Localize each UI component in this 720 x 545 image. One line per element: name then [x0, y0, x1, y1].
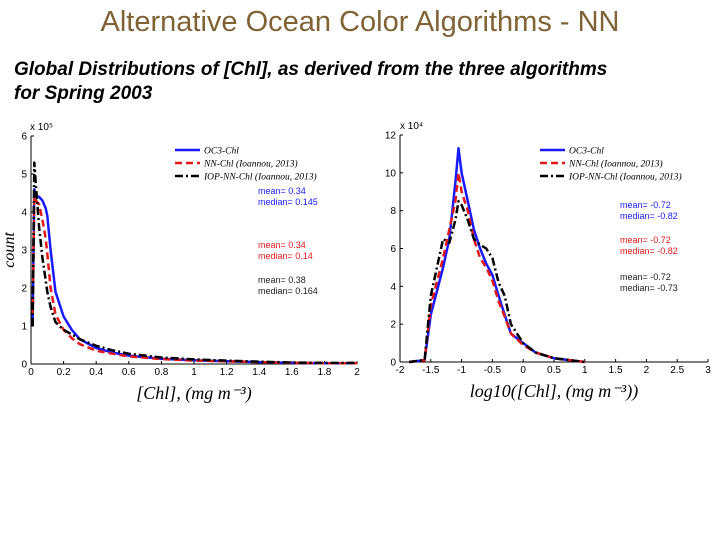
series-line-2 [409, 171, 585, 364]
y-axis-label: count [1, 232, 18, 268]
stat-mean: mean= -0.72 [620, 200, 671, 210]
x-tick-label: 0.2 [57, 367, 71, 378]
stat-median: median= 0.164 [258, 286, 318, 296]
y-tick-label: 3 [21, 246, 27, 257]
y-tick-label: 4 [390, 282, 396, 293]
y-tick-label: 0 [21, 360, 27, 371]
stat-mean: mean= 0.34 [258, 186, 306, 196]
legend-label: IOP-NN-Chl (Ioannou, 2013) [568, 172, 682, 183]
x-tick-label: 0.4 [89, 367, 103, 378]
legend-label: OC3-Chl [569, 147, 604, 157]
stat-median: median= -0.73 [620, 283, 678, 293]
y-tick-label: 2 [390, 320, 396, 331]
x-tick-label: 1 [191, 367, 197, 378]
legend-label: NN-Chl (Ioannou, 2013) [203, 159, 298, 170]
y-tick-label: 6 [390, 244, 396, 255]
series-line-3 [31, 161, 357, 365]
x-tick-label: 0 [28, 367, 34, 378]
y-tick-label: 1 [21, 322, 27, 333]
x-tick-label: 1.6 [285, 367, 299, 378]
stat-median: median= -0.82 [620, 211, 678, 221]
y-multiplier: x 10⁵ [30, 122, 53, 133]
x-tick-label: 0.8 [154, 367, 168, 378]
x-tick-label: 2.5 [670, 365, 684, 376]
stat-median: median= -0.82 [620, 246, 678, 256]
series-line-1 [409, 146, 585, 364]
stat-median: median= 0.14 [258, 251, 313, 261]
stat-mean: mean= 0.38 [258, 275, 306, 285]
x-tick-label: -1.5 [422, 365, 440, 376]
x-tick-label: 0 [520, 365, 526, 376]
y-tick-label: 6 [21, 132, 27, 143]
y-multiplier: x 10⁴ [400, 121, 423, 132]
x-tick-label: 1.5 [609, 365, 623, 376]
x-tick-label: 0.5 [547, 365, 561, 376]
y-tick-label: 4 [21, 208, 27, 219]
stat-mean: mean= -0.72 [620, 235, 671, 245]
x-tick-label: -0.5 [484, 365, 502, 376]
slide-title: Alternative Ocean Color Algorithms - NN [100, 6, 620, 38]
x-tick-label: 2 [644, 365, 650, 376]
y-tick-label: 8 [390, 206, 396, 217]
y-tick-label: 2 [21, 284, 27, 295]
x-tick-label: 1.4 [252, 367, 266, 378]
series-line-2 [31, 195, 357, 365]
x-tick-label: 1.2 [220, 367, 234, 378]
stat-mean: mean= -0.72 [620, 272, 671, 282]
x-tick-label: 0.6 [122, 367, 136, 378]
y-tick-label: 12 [385, 131, 397, 142]
x-tick-label: 2 [354, 367, 360, 378]
x-axis-label: [Chl], (mg m⁻³) [136, 383, 251, 404]
stat-median: median= 0.145 [258, 197, 318, 207]
y-tick-label: 5 [21, 170, 27, 181]
x-tick-label: 3 [705, 365, 711, 376]
slide-subtitle: Global Distributions of [Chl], as derive… [14, 59, 608, 104]
x-tick-label: 1 [582, 365, 588, 376]
stat-mean: mean= 0.34 [258, 240, 306, 250]
legend-label: NN-Chl (Ioannou, 2013) [568, 159, 663, 170]
x-tick-label: -2 [396, 365, 405, 376]
series-line-3 [409, 199, 585, 364]
x-tick-label: -1 [457, 365, 466, 376]
y-tick-label: 0 [390, 358, 396, 369]
legend-label: OC3-Chl [204, 147, 239, 157]
y-tick-label: 10 [385, 168, 397, 179]
legend-label: IOP-NN-Chl (Ioannou, 2013) [203, 172, 317, 183]
x-axis-label: log10([Chl], (mg m⁻³)) [470, 381, 638, 402]
x-tick-label: 1.8 [317, 367, 331, 378]
